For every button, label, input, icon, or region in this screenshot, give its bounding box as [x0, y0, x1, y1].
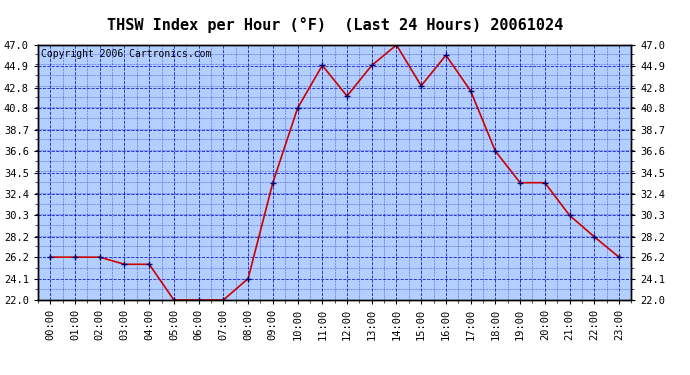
Text: THSW Index per Hour (°F)  (Last 24 Hours) 20061024: THSW Index per Hour (°F) (Last 24 Hours)…	[106, 17, 563, 33]
Text: Copyright 2006 Cartronics.com: Copyright 2006 Cartronics.com	[41, 49, 211, 59]
